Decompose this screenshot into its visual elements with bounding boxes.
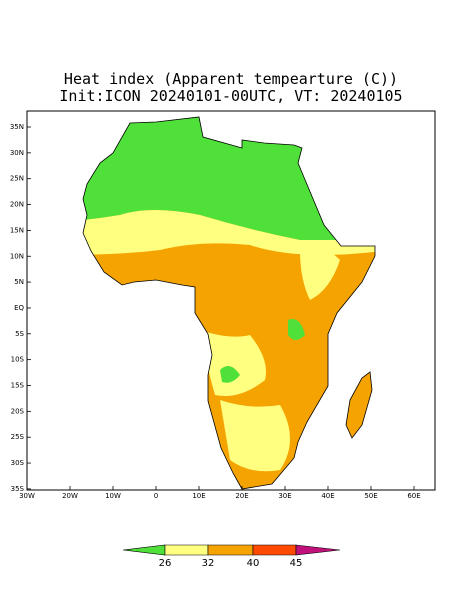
colorbar-label: 45 — [290, 558, 303, 569]
colorbar: 26 32 40 45 — [122, 544, 341, 569]
lon-label: 0 — [154, 492, 158, 500]
lat-label: 30S — [11, 459, 25, 467]
lon-label: 10E — [192, 492, 205, 500]
lat-label: 30N — [10, 149, 24, 157]
lon-label: 30W — [19, 492, 35, 500]
lon-label: 30E — [278, 492, 291, 500]
lat-label: 15S — [11, 382, 25, 390]
lon-label: 20E — [235, 492, 248, 500]
lat-label: 10N — [10, 252, 24, 260]
colorbar-segment — [207, 544, 254, 556]
lon-label: 40E — [321, 492, 334, 500]
lat-label: 15N — [10, 226, 24, 234]
lat-label: 5S — [15, 330, 24, 338]
lat-label: EQ — [14, 304, 24, 312]
colorbar-label: 32 — [202, 558, 215, 569]
colorbar-segment — [164, 544, 209, 556]
lat-label: 25N — [10, 175, 24, 183]
lat-label: 10S — [11, 356, 25, 364]
lat-label: 5N — [14, 278, 24, 286]
lat-label: 20S — [11, 407, 25, 415]
madagascar — [345, 371, 373, 439]
lat-label: 25S — [11, 433, 25, 441]
colorbar-segment — [252, 544, 297, 556]
africa-heat-map — [83, 117, 375, 489]
colorbar-label: 40 — [247, 558, 260, 569]
colorbar-label: 26 — [159, 558, 172, 569]
lon-label: 10W — [105, 492, 121, 500]
lat-label: 35S — [11, 485, 25, 493]
title: Heat index (Apparent tempearture (C)) — [64, 70, 398, 88]
subtitle: Init:ICON 20240101-00UTC, VT: 20240105 — [59, 87, 402, 105]
map-frame — [26, 110, 436, 491]
colorbar-segment — [122, 544, 166, 556]
coastline — [82, 116, 376, 490]
lon-label: 20W — [62, 492, 78, 500]
axis-labels: 35N 30N 25N 20N 15N 10N 5N EQ 5S 10S 15S 20S 25S 30S 3… — [10, 123, 421, 500]
colorbar-segment — [295, 544, 341, 556]
lon-label: 60E — [407, 492, 420, 500]
lat-label: 35N — [10, 123, 24, 131]
lat-label: 20N — [10, 201, 24, 209]
lon-label: 50E — [364, 492, 377, 500]
